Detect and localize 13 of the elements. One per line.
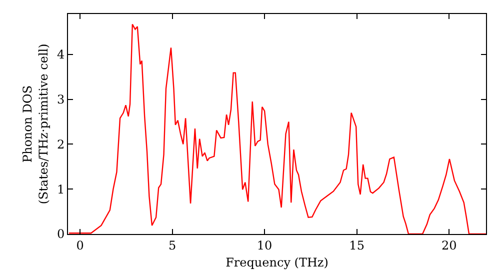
x-axis-title: Frequency (THz) (226, 255, 328, 270)
x-tick-label: 0 (76, 238, 84, 252)
y-tick-label: 4 (56, 48, 65, 62)
y-tick-label: 3 (56, 92, 65, 107)
x-tick-label: 10 (256, 238, 272, 252)
y-tick-label: 1 (56, 182, 65, 196)
y-tick-label: 0 (56, 227, 65, 242)
y-tick-label: 2 (56, 137, 65, 152)
line-series (68, 24, 486, 234)
x-tick-label: 15 (349, 238, 364, 252)
y-axis-title: Phonon DOS (States/THz·primitive cell) (20, 44, 50, 204)
x-tick-label: 20 (441, 238, 457, 252)
x-tick-label: 5 (168, 238, 176, 252)
